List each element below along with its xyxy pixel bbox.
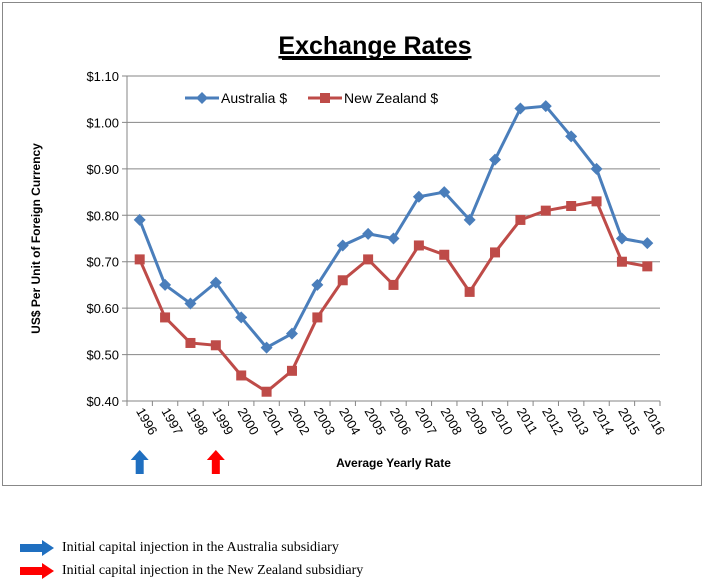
x-tick-label: 2009 bbox=[463, 405, 490, 438]
data-point bbox=[590, 162, 603, 175]
data-point bbox=[412, 190, 425, 203]
data-point bbox=[285, 327, 298, 340]
data-point bbox=[540, 205, 551, 216]
x-tick-label: 2002 bbox=[285, 405, 312, 438]
data-point bbox=[413, 240, 424, 251]
x-axis-label: Average Yearly Rate bbox=[336, 456, 451, 470]
x-tick-label: 1997 bbox=[158, 405, 185, 438]
x-tick-label: 2011 bbox=[514, 405, 541, 437]
legend-label: New Zealand $ bbox=[344, 90, 438, 106]
data-point bbox=[261, 386, 272, 397]
legend-marker bbox=[196, 92, 208, 104]
data-point bbox=[236, 370, 247, 381]
data-point bbox=[565, 130, 578, 143]
data-point bbox=[160, 312, 171, 323]
y-tick-label: $0.60 bbox=[86, 301, 119, 316]
data-point bbox=[184, 297, 197, 310]
x-tick-label: 2008 bbox=[438, 405, 465, 438]
data-point bbox=[515, 214, 526, 225]
x-tick-label: 2005 bbox=[362, 405, 389, 438]
data-point bbox=[463, 213, 476, 226]
chart-title: Exchange Rates bbox=[278, 32, 471, 60]
data-point bbox=[641, 237, 654, 250]
data-point bbox=[387, 232, 400, 245]
y-tick-label: $0.90 bbox=[86, 162, 119, 177]
data-point bbox=[311, 278, 324, 291]
data-point bbox=[464, 286, 475, 297]
red-arrow-icon bbox=[20, 563, 54, 579]
x-tick-label: 2012 bbox=[539, 405, 566, 438]
x-tick-label: 2013 bbox=[565, 405, 592, 438]
x-tick-label: 2016 bbox=[641, 405, 668, 438]
annotation-note-australia: Initial capital injection in the Austral… bbox=[20, 540, 339, 556]
x-tick-label: 2000 bbox=[235, 405, 262, 438]
x-tick-label: 2001 bbox=[260, 405, 287, 438]
y-tick-label: $0.70 bbox=[86, 255, 119, 270]
legend-label: Australia $ bbox=[221, 90, 287, 106]
data-point bbox=[336, 239, 349, 252]
x-tick-label: 2006 bbox=[387, 405, 414, 438]
x-tick-label: 2007 bbox=[412, 405, 439, 438]
data-point bbox=[209, 276, 222, 289]
y-tick-label: $0.50 bbox=[86, 348, 119, 363]
data-point bbox=[642, 261, 653, 272]
series-line-australia bbox=[138, 104, 648, 350]
up-arrow-icon bbox=[206, 450, 225, 474]
y-axis-label: US$ Per Unit of Foreign Currency bbox=[29, 143, 43, 334]
data-point bbox=[159, 278, 172, 291]
annotation-note-new-zealand: Initial capital injection in the New Zea… bbox=[20, 563, 363, 579]
up-arrow-icon bbox=[130, 450, 149, 474]
series-line-new-zealand bbox=[138, 199, 648, 394]
data-point bbox=[490, 247, 501, 258]
data-point bbox=[312, 312, 323, 323]
data-point bbox=[260, 341, 273, 354]
data-point bbox=[363, 254, 374, 265]
data-point bbox=[539, 100, 552, 113]
exchange-rate-chart: Exchange Rates $0.40 $0.50 $0.60 $0.70 $0.80 $… bbox=[29, 32, 668, 474]
data-point bbox=[235, 311, 248, 324]
data-point bbox=[514, 102, 527, 115]
x-tick-label: 1999 bbox=[209, 405, 236, 438]
legend-marker bbox=[320, 93, 330, 103]
data-point bbox=[134, 254, 145, 265]
x-tick-label: 2015 bbox=[615, 405, 642, 438]
x-tick-label: 2003 bbox=[311, 405, 338, 438]
x-tick-label: 2004 bbox=[336, 405, 363, 438]
data-point bbox=[615, 232, 628, 245]
annotation-text: Initial capital injection in the New Zea… bbox=[62, 563, 364, 578]
chart-frame bbox=[2, 2, 702, 486]
data-point bbox=[591, 196, 602, 207]
annotation-text: Initial capital injection in the Austral… bbox=[62, 540, 339, 555]
y-tick-label: $0.80 bbox=[86, 208, 119, 223]
data-point bbox=[489, 153, 502, 166]
data-point bbox=[439, 249, 450, 260]
data-point bbox=[438, 186, 451, 199]
y-tick-label: $1.00 bbox=[86, 115, 119, 130]
x-tick-label: 1996 bbox=[133, 405, 160, 438]
data-point bbox=[133, 213, 146, 226]
data-point bbox=[337, 275, 348, 286]
x-tick-label: 2010 bbox=[488, 405, 515, 438]
data-point bbox=[185, 337, 196, 348]
x-tick-label: 2014 bbox=[590, 405, 617, 438]
data-point bbox=[362, 227, 375, 240]
data-point bbox=[566, 201, 577, 211]
data-point bbox=[616, 256, 627, 267]
blue-arrow-icon bbox=[20, 540, 54, 556]
x-tick-label: 1998 bbox=[184, 405, 211, 438]
y-tick-label: $1.10 bbox=[86, 69, 119, 84]
data-point bbox=[388, 279, 399, 290]
data-point bbox=[210, 340, 221, 351]
data-point bbox=[286, 365, 297, 376]
y-tick-label: $0.40 bbox=[86, 394, 119, 409]
